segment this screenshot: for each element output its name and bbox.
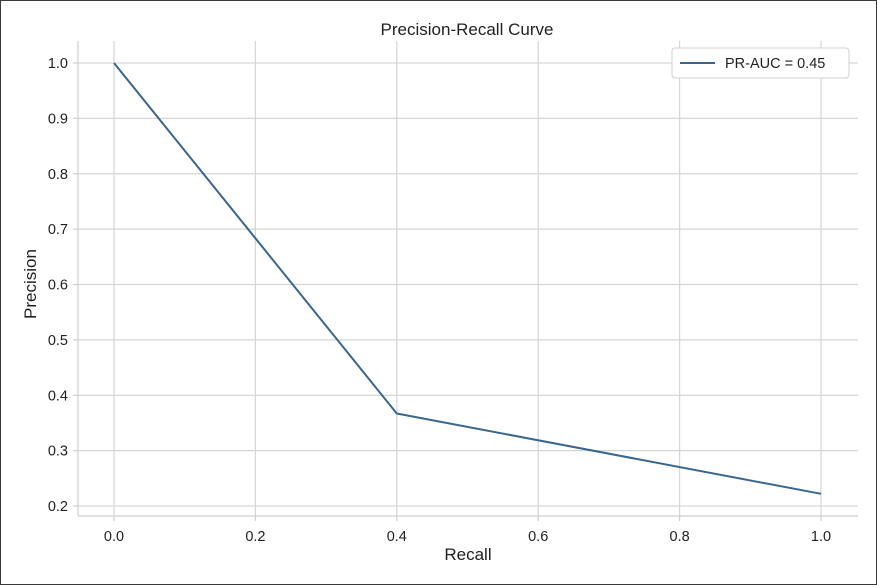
y-gridlines — [78, 62, 858, 507]
x-tick-label: 0.0 — [104, 529, 124, 545]
y-tick-label: 0.7 — [48, 222, 68, 238]
x-tick-label: 0.6 — [528, 529, 548, 545]
x-tick-label: 0.8 — [670, 529, 690, 545]
x-axis-label: Recall — [444, 545, 491, 564]
series-layer — [113, 62, 822, 495]
y-tick-label: 0.5 — [48, 333, 68, 349]
y-tick-label: 0.6 — [48, 278, 68, 294]
y-axis-label: Precision — [21, 249, 40, 319]
x-tick-label: 0.4 — [387, 529, 407, 545]
x-tick-label: 0.2 — [245, 529, 265, 545]
y-tick-label: 0.2 — [48, 499, 68, 515]
y-tick-label: 0.9 — [48, 111, 68, 127]
y-tick-labels: 0.2 0.3 0.4 0.5 0.6 0.7 0.8 0.9 1.0 — [48, 56, 78, 515]
series-line — [113, 62, 822, 495]
legend-label: PR-AUC = 0.45 — [725, 56, 825, 72]
x-tick-labels: 0.0 0.2 0.4 0.6 0.8 1.0 — [104, 516, 831, 545]
y-tick-label: 0.3 — [48, 444, 68, 460]
chart-title: Precision-Recall Curve — [381, 20, 554, 39]
legend-box — [671, 47, 850, 79]
y-tick-label: 0.4 — [48, 388, 68, 404]
legend: PR-AUC = 0.45 — [671, 47, 850, 79]
y-tick-label: 1.0 — [48, 56, 68, 72]
x-tick-label: 1.0 — [811, 529, 831, 545]
y-tick-label: 0.8 — [48, 167, 68, 183]
x-gridlines — [113, 41, 822, 516]
